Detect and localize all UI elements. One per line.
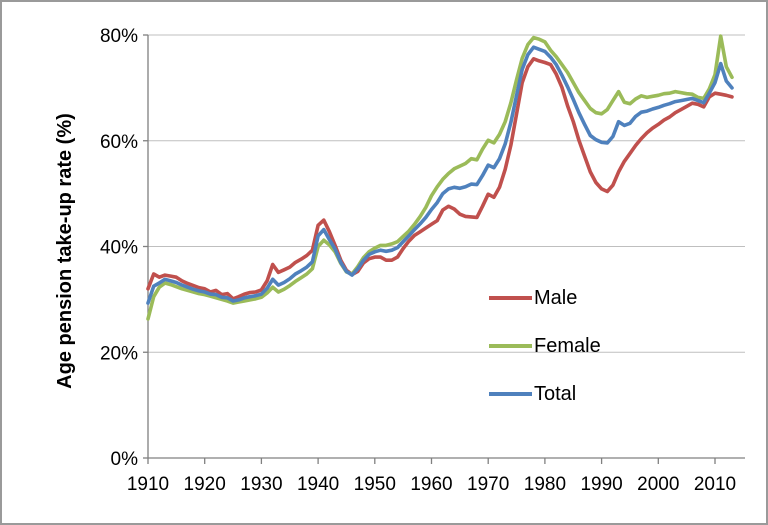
x-tick-label: 1930 [240,474,282,495]
series-line-total [146,45,734,305]
y-tick-label: 60% [100,132,138,153]
male-line-swatch [489,296,532,300]
y-tick-label: 20% [100,343,138,364]
x-tick-label: 2010 [694,474,736,495]
gridlines [148,34,745,353]
legend-label-female: Female [534,335,601,357]
x-tick-label: 1920 [184,474,226,495]
x-tick-label: 1980 [524,474,566,495]
legend-item-female: Female [489,334,601,358]
y-tick-label: 40% [100,238,138,259]
axes [143,34,745,464]
x-tick-label: 1970 [467,474,509,495]
y-tick-label: 80% [100,26,138,47]
series-line-male [146,56,734,301]
legend-label-total: Total [534,383,577,405]
series-line-female [146,34,734,321]
x-tick-label: 1950 [354,474,396,495]
female-line-swatch [489,344,532,348]
x-tick-label: 1940 [297,474,339,495]
y-tick-label: 0% [111,449,139,470]
legend-label-male: Male [534,287,578,309]
x-tick-label: 1910 [127,474,169,495]
tick-labels: 0% 20% 40% 60% 80% 1910 1920 1930 1940 1950 1960 19… [100,26,736,495]
x-tick-label: 1990 [580,474,622,495]
legend-item-total: Total [489,382,576,406]
legend-item-male: Male [489,286,577,310]
x-tick-label: 2000 [637,474,679,495]
x-tick-label: 1960 [410,474,452,495]
y-axis-title: Age pension take-up rate (%) [54,113,76,389]
total-line-swatch [489,392,532,396]
